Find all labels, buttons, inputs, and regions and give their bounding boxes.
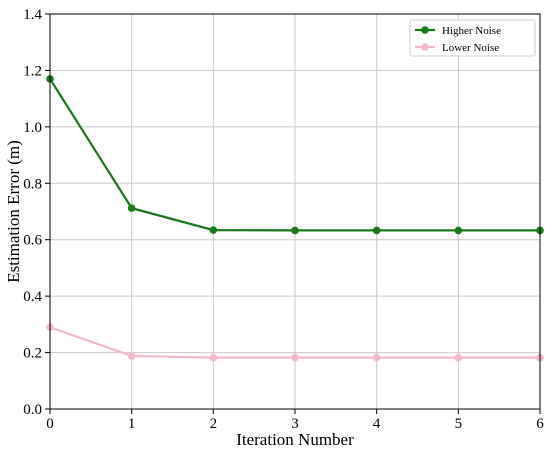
lower-noise-point <box>127 352 136 360</box>
x-tick-label: 3 <box>291 416 299 432</box>
lower-noise-point <box>372 353 381 362</box>
legend: Higher Noise Lower Noise <box>409 19 536 57</box>
y-tick-label: 0.4 <box>23 289 42 305</box>
legend-label: Lower Noise <box>442 42 499 54</box>
y-tick-label: 1.0 <box>23 120 42 136</box>
ticks: 0 1 2 3 4 5 6 0.0 0.2 0.4 0.6 0.8 1.0 1.2 1.4 <box>23 7 544 432</box>
x-tick-label: 6 <box>536 416 544 432</box>
higher-noise-point <box>372 226 381 235</box>
higher-noise-point <box>454 226 463 235</box>
y-tick-label: 0.8 <box>23 176 42 192</box>
y-tick-label: 1.2 <box>23 63 42 79</box>
legend-swatch-marker <box>421 43 429 51</box>
x-tick-label: 5 <box>455 416 463 432</box>
y-tick-label: 0.2 <box>23 346 42 362</box>
legend-box <box>409 19 536 57</box>
higher-noise-point <box>209 226 218 234</box>
y-tick-label: 0.0 <box>23 402 42 418</box>
y-axis-label: Estimation Error (m) <box>4 140 23 283</box>
lower-noise-point <box>291 353 299 362</box>
lower-noise-point <box>454 353 463 362</box>
y-tick-label: 0.6 <box>23 233 42 249</box>
lower-noise-point <box>209 353 218 362</box>
x-tick-label: 4 <box>373 416 381 432</box>
grid <box>49 13 541 410</box>
x-tick-label: 2 <box>210 416 218 432</box>
legend-swatch-marker <box>421 26 429 34</box>
higher-noise-point <box>291 226 299 235</box>
x-tick-label: 1 <box>128 416 136 432</box>
higher-noise-point <box>127 204 136 212</box>
y-tick-label: 1.4 <box>23 7 42 23</box>
legend-label: Higher Noise <box>442 25 501 37</box>
x-tick-label: 0 <box>46 416 54 432</box>
x-axis-label: Iteration Number <box>236 430 354 449</box>
